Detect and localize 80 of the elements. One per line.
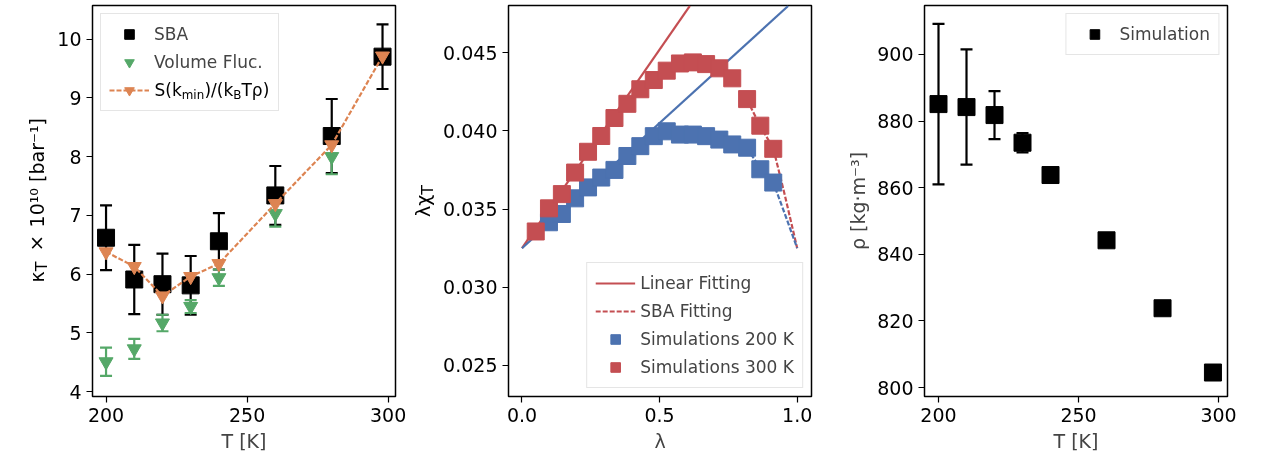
x-axis-title: λ bbox=[654, 429, 666, 452]
y-tick-label: 9 bbox=[69, 86, 82, 109]
x-tick-label: 0.5 bbox=[644, 403, 675, 426]
point bbox=[375, 51, 391, 65]
point bbox=[324, 140, 340, 154]
legend-label: SBA bbox=[154, 23, 190, 46]
point bbox=[579, 142, 598, 161]
y-tick-label: 880 bbox=[877, 110, 914, 133]
y-tick-label: 840 bbox=[877, 243, 914, 266]
x-axis-title: T [K] bbox=[220, 429, 267, 452]
legend-label: SBA Fitting bbox=[640, 300, 733, 323]
point bbox=[539, 199, 558, 218]
point bbox=[267, 199, 283, 213]
point bbox=[126, 262, 142, 276]
y-tick-label: 0.045 bbox=[443, 41, 498, 64]
point bbox=[738, 138, 757, 157]
point bbox=[125, 270, 144, 289]
x-tick-label: 1.0 bbox=[782, 403, 813, 426]
y-tick-label: 0.025 bbox=[443, 354, 498, 377]
point bbox=[592, 126, 611, 145]
legend-label: Simulation bbox=[1119, 23, 1210, 46]
legend-label: Simulations 300 K bbox=[640, 356, 794, 379]
point bbox=[1153, 299, 1172, 318]
y-tick-label: 860 bbox=[877, 176, 914, 199]
y-axis-title: ρ [kg·m⁻³] bbox=[847, 151, 870, 251]
point bbox=[154, 318, 170, 332]
x-tick-label: 300 bbox=[370, 403, 407, 426]
point bbox=[552, 185, 571, 204]
x-tick-label: 200 bbox=[920, 403, 957, 426]
point bbox=[126, 344, 142, 358]
y-tick-label: 7 bbox=[69, 204, 82, 227]
legend-label: Volume Fluc. bbox=[154, 51, 264, 74]
point bbox=[526, 222, 545, 241]
point bbox=[1097, 231, 1116, 250]
point bbox=[738, 90, 757, 109]
point bbox=[98, 247, 114, 261]
point bbox=[764, 139, 783, 158]
point bbox=[751, 160, 770, 179]
point bbox=[211, 259, 227, 273]
point bbox=[764, 173, 783, 192]
x-tick-label: 250 bbox=[1060, 403, 1097, 426]
y-tick-label: 800 bbox=[877, 376, 914, 399]
y-tick-label: 900 bbox=[877, 43, 914, 66]
point bbox=[183, 302, 199, 316]
point bbox=[751, 116, 770, 135]
y-tick-label: 10 bbox=[57, 28, 82, 51]
x-tick-label: 200 bbox=[87, 403, 125, 426]
point bbox=[211, 273, 227, 287]
point bbox=[97, 228, 116, 247]
legend-label: Simulations 200 K bbox=[640, 328, 794, 351]
point bbox=[723, 69, 742, 88]
y-tick-label: 4 bbox=[69, 380, 82, 403]
point bbox=[618, 94, 637, 113]
x-tick-label: 250 bbox=[228, 403, 266, 426]
point bbox=[605, 160, 624, 179]
point bbox=[183, 272, 199, 286]
point bbox=[631, 137, 650, 156]
point bbox=[566, 163, 585, 182]
y-tick-label: 0.040 bbox=[443, 119, 498, 142]
point bbox=[985, 106, 1004, 125]
legend-label: Linear Fitting bbox=[640, 272, 752, 295]
point bbox=[1041, 166, 1060, 185]
point bbox=[209, 232, 228, 251]
point bbox=[324, 152, 340, 166]
y-tick-label: 5 bbox=[69, 322, 82, 344]
point bbox=[605, 109, 624, 128]
point bbox=[154, 291, 170, 305]
x-tick-label: 300 bbox=[1200, 403, 1237, 426]
y-tick-label: 0.030 bbox=[443, 276, 498, 299]
x-tick-label: 0.0 bbox=[506, 403, 538, 426]
point bbox=[153, 275, 172, 294]
y-tick-label: 820 bbox=[877, 309, 914, 332]
point bbox=[1203, 363, 1222, 382]
y-tick-label: 0.035 bbox=[443, 198, 498, 221]
point bbox=[957, 98, 976, 117]
point bbox=[98, 357, 114, 371]
x-axis-title: T [K] bbox=[1052, 429, 1099, 452]
y-tick-label: 8 bbox=[69, 145, 82, 168]
y-tick-label: 6 bbox=[69, 263, 82, 286]
point bbox=[929, 95, 948, 114]
